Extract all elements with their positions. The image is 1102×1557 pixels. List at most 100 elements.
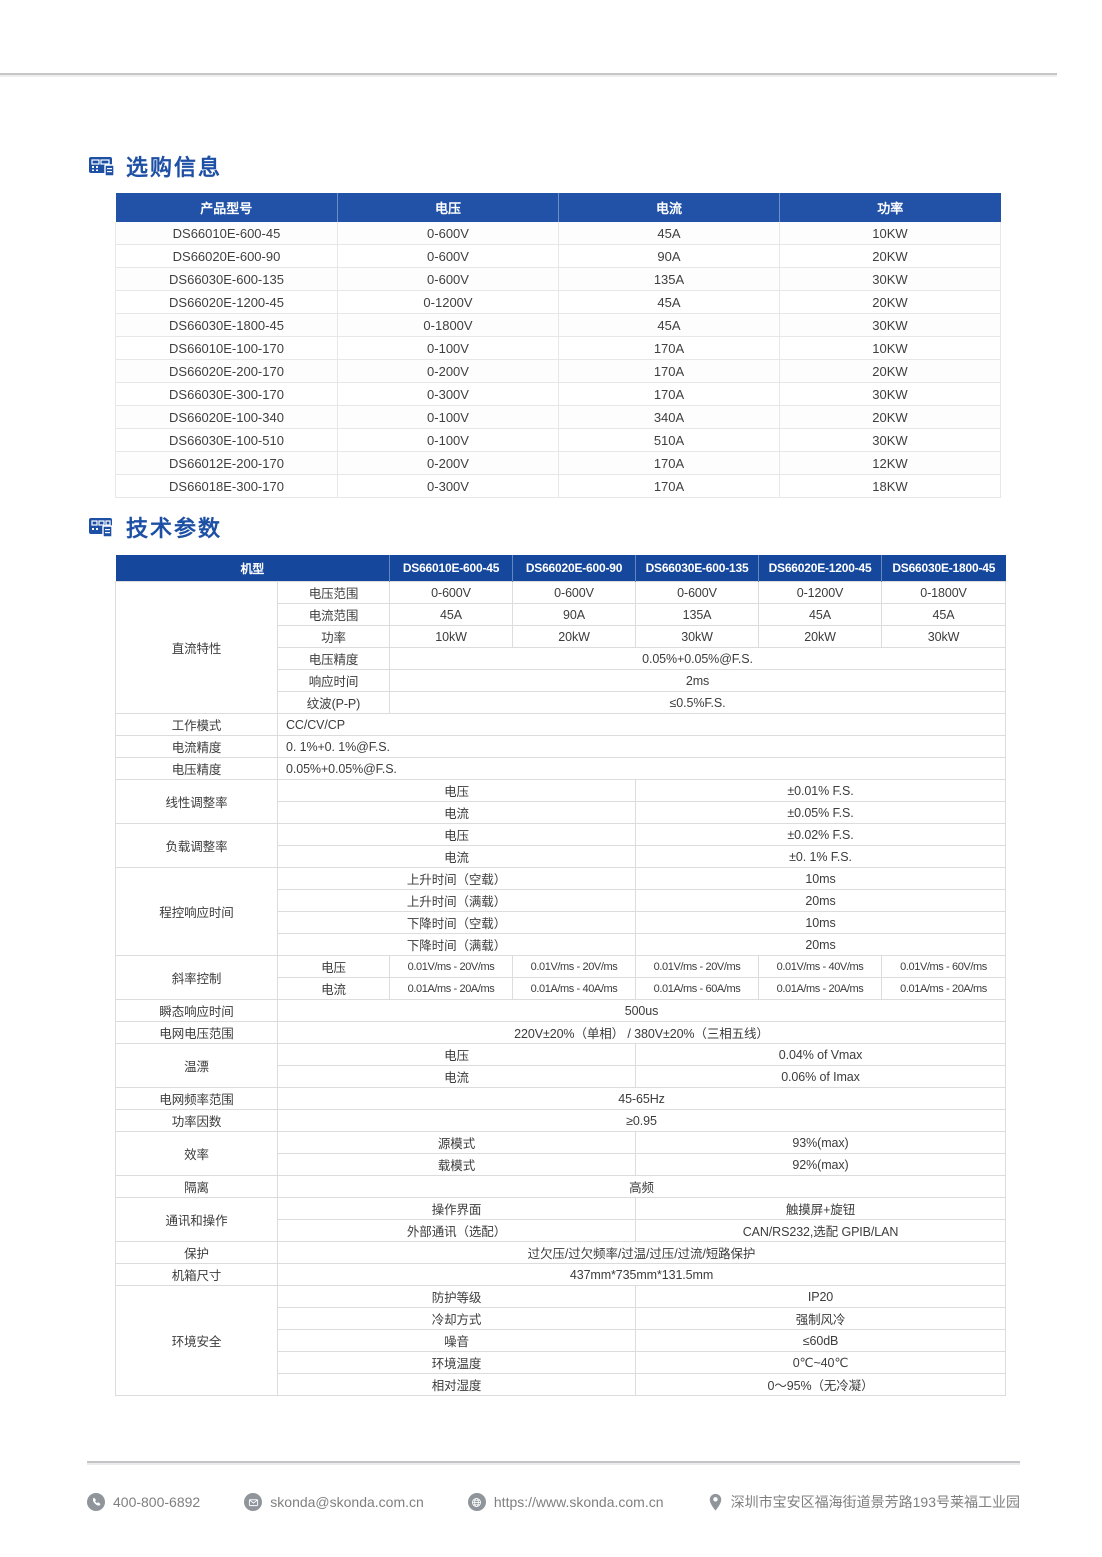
row-group-label: 直流特性 xyxy=(115,581,278,714)
footer-email: skonda@skonda.com.cn xyxy=(244,1493,424,1511)
cell-value: 45A xyxy=(558,222,780,245)
table-row: 线性调整率 电压 ±0.01% F.S. xyxy=(115,779,1007,824)
cell-value: 0-200V xyxy=(337,451,559,475)
cell-value: 45A xyxy=(558,313,780,337)
table-row: 电流 0.01A/ms - 20A/ms 0.01A/ms - 40A/ms 0.01… xyxy=(116,977,1007,1000)
cell-value: 10KW xyxy=(779,336,1001,360)
cell-value: 高频 xyxy=(276,1175,1007,1198)
cell-model: DS66020E-200-170 xyxy=(115,359,338,383)
table-row: DS66020E-1200-45 0-1200V 45A 20KW xyxy=(115,290,1001,314)
cell-model: DS66018E-300-170 xyxy=(115,474,338,498)
cell-value: 45A xyxy=(758,603,883,626)
cell-value: 触摸屏+旋钮 xyxy=(635,1197,1007,1220)
cell-value: 过欠压/过欠频率/过温/过压/过流/短路保护 xyxy=(276,1241,1007,1264)
table-row: 纹波(P-P) ≤0.5%F.S. xyxy=(116,691,1007,714)
row-label: 电流 xyxy=(276,977,391,1000)
footer-email-text: skonda@skonda.com.cn xyxy=(270,1494,424,1510)
cell-model: DS66030E-300-170 xyxy=(115,382,338,406)
cell-value: 0-200V xyxy=(337,359,559,383)
cell-value: 0-300V xyxy=(337,382,559,406)
footer-address: 深圳市宝安区福海街道景芳路193号莱福工业园 xyxy=(708,1492,1020,1512)
row-label: 源模式 xyxy=(276,1131,637,1154)
cell-model: DS66010E-600-45 xyxy=(115,222,338,245)
cell-value: 0-600V xyxy=(635,581,760,604)
cell-value: ±0. 1% F.S. xyxy=(635,845,1007,868)
cell-value: 0-100V xyxy=(337,405,559,429)
row-group-label: 电流精度 xyxy=(115,735,278,758)
cell-model: DS66012E-200-170 xyxy=(115,451,338,475)
cell-value: 0.01V/ms - 60V/ms xyxy=(881,955,1007,978)
cell-value: 0-600V xyxy=(389,581,514,604)
column-header: 机型 xyxy=(115,555,391,582)
row-label: 电压 xyxy=(276,1043,637,1066)
row-label: 载模式 xyxy=(276,1153,637,1176)
cell-value: 0-600V xyxy=(512,581,637,604)
cell-value: 强制风冷 xyxy=(635,1307,1007,1330)
cell-value: 0.01V/ms - 20V/ms xyxy=(389,955,514,978)
row-label: 外部通讯（选配） xyxy=(276,1219,637,1242)
row-label: 操作界面 xyxy=(276,1197,637,1220)
table-row: 负载调整率 电压 ±0.02% F.S. xyxy=(115,823,1007,868)
row-group-label: 环境安全 xyxy=(115,1285,278,1396)
row-label: 电流范围 xyxy=(276,603,391,626)
section-title: 选购信息 xyxy=(126,155,223,180)
cell-value: 0. 1%+0. 1%@F.S. xyxy=(276,735,1007,758)
table-row: 响应时间 2ms xyxy=(116,669,1007,692)
ordering-table: 产品型号 电压 电流 功率 DS66010E-600-45 0-600V 45A 10KW DS… xyxy=(115,193,1001,498)
cell-value: 30kW xyxy=(635,625,760,648)
cell-value: 90A xyxy=(558,244,780,268)
cell-value: ≥0.95 xyxy=(276,1109,1007,1132)
cell-value: ±0.05% F.S. xyxy=(635,801,1007,824)
table-row: 环境安全 防护等级 IP20 xyxy=(115,1285,1007,1396)
cell-value: 170A xyxy=(558,359,780,383)
cell-value: 0.06% of Imax xyxy=(635,1065,1007,1088)
cell-value: 0-600V xyxy=(337,244,559,268)
row-group-label: 保护 xyxy=(115,1241,278,1264)
footer-address-text: 深圳市宝安区福海街道景芳路193号莱福工业园 xyxy=(730,1494,1020,1510)
cell-value: 30KW xyxy=(779,428,1001,452)
cell-value: 90A xyxy=(512,603,637,626)
cell-value: 135A xyxy=(635,603,760,626)
cell-value: 20KW xyxy=(779,359,1001,383)
cell-value: 170A xyxy=(558,336,780,360)
cell-value: 340A xyxy=(558,405,780,429)
table-row: DS66020E-100-340 0-100V 340A 20KW xyxy=(115,405,1001,429)
cell-value: 20kW xyxy=(758,625,883,648)
table-row: DS66030E-100-510 0-100V 510A 30KW xyxy=(115,428,1001,452)
row-group-label: 通讯和操作 xyxy=(115,1197,278,1242)
column-header: DS66020E-1200-45 xyxy=(758,555,883,582)
cell-value: 20KW xyxy=(779,244,1001,268)
row-label: 下降时间（空载） xyxy=(276,911,637,934)
cell-value: 0-100V xyxy=(337,336,559,360)
table-row: 电网电压范围 220V±20%（单相） / 380V±20%（三相五线） xyxy=(115,1021,1007,1044)
cell-value: 0.01A/ms - 20A/ms xyxy=(758,977,883,1000)
row-group-label: 斜率控制 xyxy=(115,955,278,1000)
cell-model: DS66030E-1800-45 xyxy=(115,313,338,337)
cell-value: 30KW xyxy=(779,313,1001,337)
cell-value: 0-300V xyxy=(337,474,559,498)
table-row: 功率因数 ≥0.95 xyxy=(115,1109,1007,1132)
cell-value: 0℃~40℃ xyxy=(635,1351,1007,1374)
row-label: 防护等级 xyxy=(276,1285,637,1308)
cell-value: 135A xyxy=(558,267,780,291)
table-row: 电流 ±0. 1% F.S. xyxy=(116,845,1007,868)
cell-value: 10ms xyxy=(635,867,1007,890)
cell-value: 30KW xyxy=(779,382,1001,406)
device-icon xyxy=(88,155,116,177)
cell-value: 0.05%+0.05%@F.S. xyxy=(276,757,1007,780)
cell-value: 437mm*735mm*131.5mm xyxy=(276,1263,1007,1286)
row-group-label: 电网电压范围 xyxy=(115,1021,278,1044)
cell-value: 0-1800V xyxy=(881,581,1007,604)
row-group-label: 功率因数 xyxy=(115,1109,278,1132)
cell-value: 10ms xyxy=(635,911,1007,934)
cell-value: 0-600V xyxy=(337,267,559,291)
cell-value: 45-65Hz xyxy=(276,1087,1007,1110)
row-label: 电压 xyxy=(276,823,637,846)
section-ordering-info: 选购信息 xyxy=(88,150,222,182)
column-header: 电流 xyxy=(558,193,780,222)
row-label: 电流 xyxy=(276,801,637,824)
column-header: 产品型号 xyxy=(115,193,338,222)
row-label: 上升时间（空载） xyxy=(276,867,637,890)
row-label: 环境温度 xyxy=(276,1351,637,1374)
